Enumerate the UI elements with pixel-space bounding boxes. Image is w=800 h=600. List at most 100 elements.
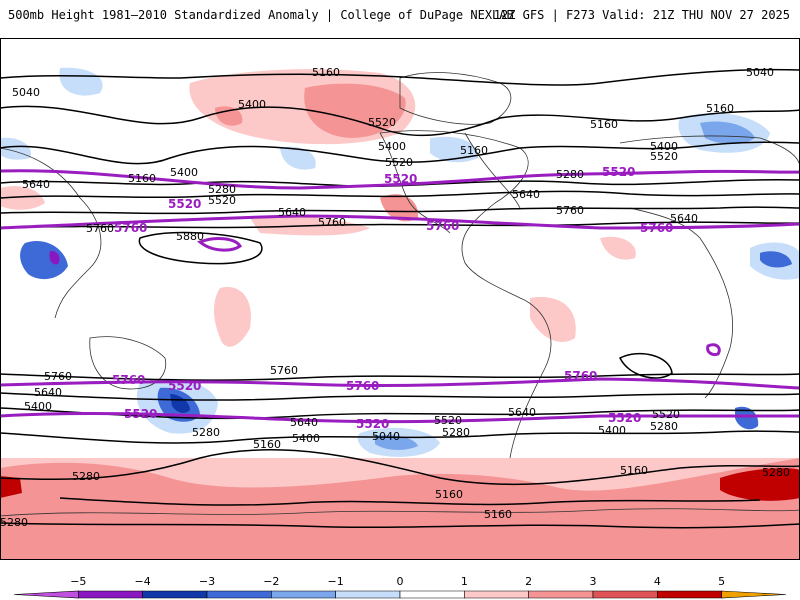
contour-line xyxy=(0,105,800,137)
contour-line xyxy=(0,392,800,401)
colorbar-segment xyxy=(13,590,79,599)
contour-label: 5400 xyxy=(170,166,198,179)
highlight-label: 5520 xyxy=(602,165,635,179)
antarctica-coastline xyxy=(0,508,800,517)
contour-5760-north xyxy=(0,214,800,230)
colorbar-segment xyxy=(528,590,594,599)
contour-label: 5160 xyxy=(312,66,340,79)
contour-label: 5160 xyxy=(460,144,488,157)
contour-label: 5640 xyxy=(34,386,62,399)
contour-label: 5760 xyxy=(86,222,114,235)
contour-label: 5520 xyxy=(650,150,678,163)
contour-label: 5400 xyxy=(24,400,52,413)
highlight-contour-labels: 5520 5520 5520 5760 5760 5760 5520 5760 … xyxy=(112,165,673,431)
colorbar-segment xyxy=(206,590,272,599)
contour-label: 5760 xyxy=(556,204,584,217)
colorbar-segment xyxy=(142,590,208,599)
contour-label: 5760 xyxy=(318,216,346,229)
colorbar-segment xyxy=(464,590,529,599)
africa-coastline xyxy=(629,207,734,399)
positive-anomaly xyxy=(215,106,243,126)
colorbar-segments xyxy=(13,590,787,599)
americas-coastline xyxy=(379,130,552,459)
contour-label: 5520 xyxy=(208,194,236,207)
positive-anomaly xyxy=(214,287,251,347)
contour-label: 5280 xyxy=(192,426,220,439)
contour-label: 5520 xyxy=(368,116,396,129)
eurasia-coastline xyxy=(619,135,800,169)
strong-positive-anomaly xyxy=(0,476,22,498)
colorbar-tick-label: 5 xyxy=(718,575,725,588)
colorbar-tick-label: −5 xyxy=(70,575,86,588)
contour-label: 5160 xyxy=(484,508,512,521)
contour-label: 5280 xyxy=(650,420,678,433)
very-strong-negative-anomaly xyxy=(170,394,190,413)
highlight-label: 5760 xyxy=(346,379,379,393)
height-contours xyxy=(0,68,800,529)
contour-labels: 5160 5040 5040 5400 5520 5160 5160 5400 … xyxy=(0,66,790,529)
contour-line xyxy=(0,190,800,199)
contour-label: 5520 xyxy=(385,156,413,169)
negative-anomaly xyxy=(375,435,418,450)
contour-label: 5640 xyxy=(22,178,50,191)
contour-label: 5280 xyxy=(0,516,28,529)
contour-label: 5760 xyxy=(270,364,298,377)
positive-anomaly xyxy=(0,186,45,210)
strong-negative-anomaly xyxy=(735,406,759,430)
strong-negative-anomaly xyxy=(760,251,792,268)
contour-label: 5880 xyxy=(176,230,204,243)
positive-anomaly xyxy=(600,236,636,260)
highlight-label: 5760 xyxy=(426,219,459,233)
highlight-label: 5760 xyxy=(114,221,147,235)
colorbar-tick-label: −3 xyxy=(199,575,215,588)
colorbar-ticks: −5 −4 −3 −2 −1 0 1 2 3 4 5 xyxy=(70,575,725,588)
colorbar-segment xyxy=(657,590,722,599)
contour-line xyxy=(0,430,800,444)
southern-ring-anomaly xyxy=(0,458,800,560)
model-run-info: 12Z GFS | F273 Valid: 21Z THU NOV 27 202… xyxy=(493,8,790,22)
contour-label: 5280 xyxy=(556,168,584,181)
contour-label: 5160 xyxy=(128,172,156,185)
highlight-label: 5520 xyxy=(384,172,417,186)
colorbar-tick-label: −2 xyxy=(263,575,279,588)
colorbar-tick-label: 4 xyxy=(654,575,661,588)
highlight-label: 5520 xyxy=(356,417,389,431)
very-strong-negative-anomaly xyxy=(49,250,60,265)
contour-line xyxy=(0,141,800,165)
colorbar-segment xyxy=(78,590,143,599)
contour-label: 5160 xyxy=(620,464,648,477)
contour-line xyxy=(0,373,800,381)
map-title: 500mb Height 1981–2010 Standardized Anom… xyxy=(8,8,514,22)
contour-label: 5160 xyxy=(253,438,281,451)
anomaly-map: 5160 5040 5040 5400 5520 5160 5160 5400 … xyxy=(0,38,800,560)
highlight-contours xyxy=(0,169,800,424)
colorbar-segment xyxy=(271,590,336,599)
contour-label: 5280 xyxy=(442,426,470,439)
negative-anomaly xyxy=(280,146,316,170)
contour-line xyxy=(138,231,263,265)
north-pacific-positive-anomaly xyxy=(304,83,406,138)
strong-negative-anomaly xyxy=(20,240,68,280)
colorbar-tick-label: −4 xyxy=(135,575,151,588)
contour-label: 5640 xyxy=(508,406,536,419)
contour-closed-africa xyxy=(706,343,721,356)
contour-label: 5160 xyxy=(706,102,734,115)
highlight-label: 5760 xyxy=(564,369,597,383)
colorbar-tick-label: 0 xyxy=(397,575,404,588)
us-border xyxy=(464,132,521,209)
contour-line xyxy=(59,497,761,506)
positive-anomaly xyxy=(530,297,576,342)
colorbar-segment xyxy=(399,590,465,599)
contour-line xyxy=(0,206,800,215)
contour-line xyxy=(0,68,800,86)
colorbar-segment xyxy=(721,590,787,599)
colorbar: −5 −4 −3 −2 −1 0 1 2 3 4 5 xyxy=(13,575,787,599)
highlight-label: 5520 xyxy=(168,379,201,393)
contour-line xyxy=(618,352,673,379)
colorbar-tick-label: 2 xyxy=(525,575,532,588)
contour-label: 5160 xyxy=(590,118,618,131)
contour-label: 5400 xyxy=(292,432,320,445)
highlight-label: 5520 xyxy=(124,407,157,421)
contour-5760-south xyxy=(0,377,800,390)
contour-label: 5280 xyxy=(208,183,236,196)
